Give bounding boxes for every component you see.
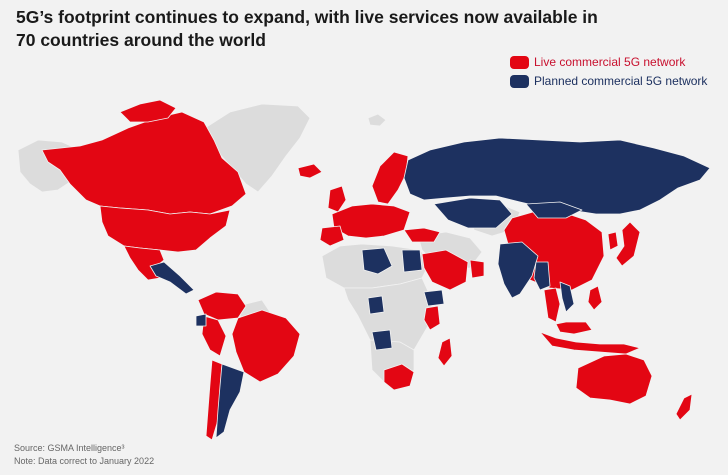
region-south-africa	[383, 363, 415, 391]
region-ethiopia	[423, 289, 445, 307]
region-kenya	[423, 305, 441, 331]
region-peru	[201, 315, 227, 357]
region-egypt	[401, 249, 423, 273]
region-myanmar	[533, 261, 551, 291]
region-iberia	[319, 225, 345, 247]
region-russia	[403, 137, 711, 215]
source-line: Source: GSMA Intelligence³	[14, 443, 125, 453]
region-kazakhstan	[433, 197, 513, 229]
region-brazil	[231, 309, 301, 383]
region-turkey	[403, 227, 441, 243]
note-line: Note: Data correct to January 2022	[14, 456, 155, 466]
legend-label-planned: Planned commercial 5G network	[534, 74, 708, 88]
legend-swatch-planned	[510, 74, 529, 88]
legend-label-live: Live commercial 5G network	[534, 55, 686, 69]
legend: Live commercial 5G network Planned comme…	[510, 53, 707, 91]
region-thailand	[543, 287, 561, 323]
region-vietnam	[559, 281, 575, 313]
source-note: Source: GSMA Intelligence³ Note: Data co…	[14, 442, 154, 468]
legend-swatch-live	[510, 55, 529, 69]
region-japan	[615, 221, 641, 267]
region-ecuador	[195, 313, 207, 327]
page-title: 5G’s footprint continues to expand, with…	[16, 6, 656, 52]
region-arctic-islands	[119, 99, 177, 123]
region-western-europe	[331, 203, 411, 239]
legend-item-planned: Planned commercial 5G network	[510, 72, 707, 90]
region-philippines	[587, 285, 603, 311]
region-algeria	[361, 247, 393, 275]
title-line-2: 70 countries around the world	[16, 30, 266, 50]
region-central-america	[149, 261, 195, 295]
region-india	[497, 241, 539, 299]
region-uk	[327, 185, 347, 213]
legend-item-live: Live commercial 5G network	[510, 53, 707, 71]
region-nigeria	[367, 295, 385, 315]
region-scandinavia	[371, 151, 409, 205]
region-gulf-states	[469, 259, 485, 279]
region-indonesia	[539, 331, 641, 355]
region-australia	[575, 353, 653, 405]
region-svalbard	[367, 113, 387, 127]
title-line-1: 5G’s footprint continues to expand, with…	[16, 7, 598, 27]
region-argentina	[215, 363, 245, 439]
region-malaysia	[555, 321, 593, 335]
region-korea	[607, 231, 619, 251]
region-saudi-arabia	[421, 249, 469, 291]
region-new-zealand	[675, 393, 693, 421]
region-usa	[99, 205, 231, 253]
region-angola	[371, 329, 393, 351]
region-madagascar	[437, 337, 453, 367]
region-mongolia	[525, 201, 583, 219]
region-iceland	[297, 163, 323, 179]
